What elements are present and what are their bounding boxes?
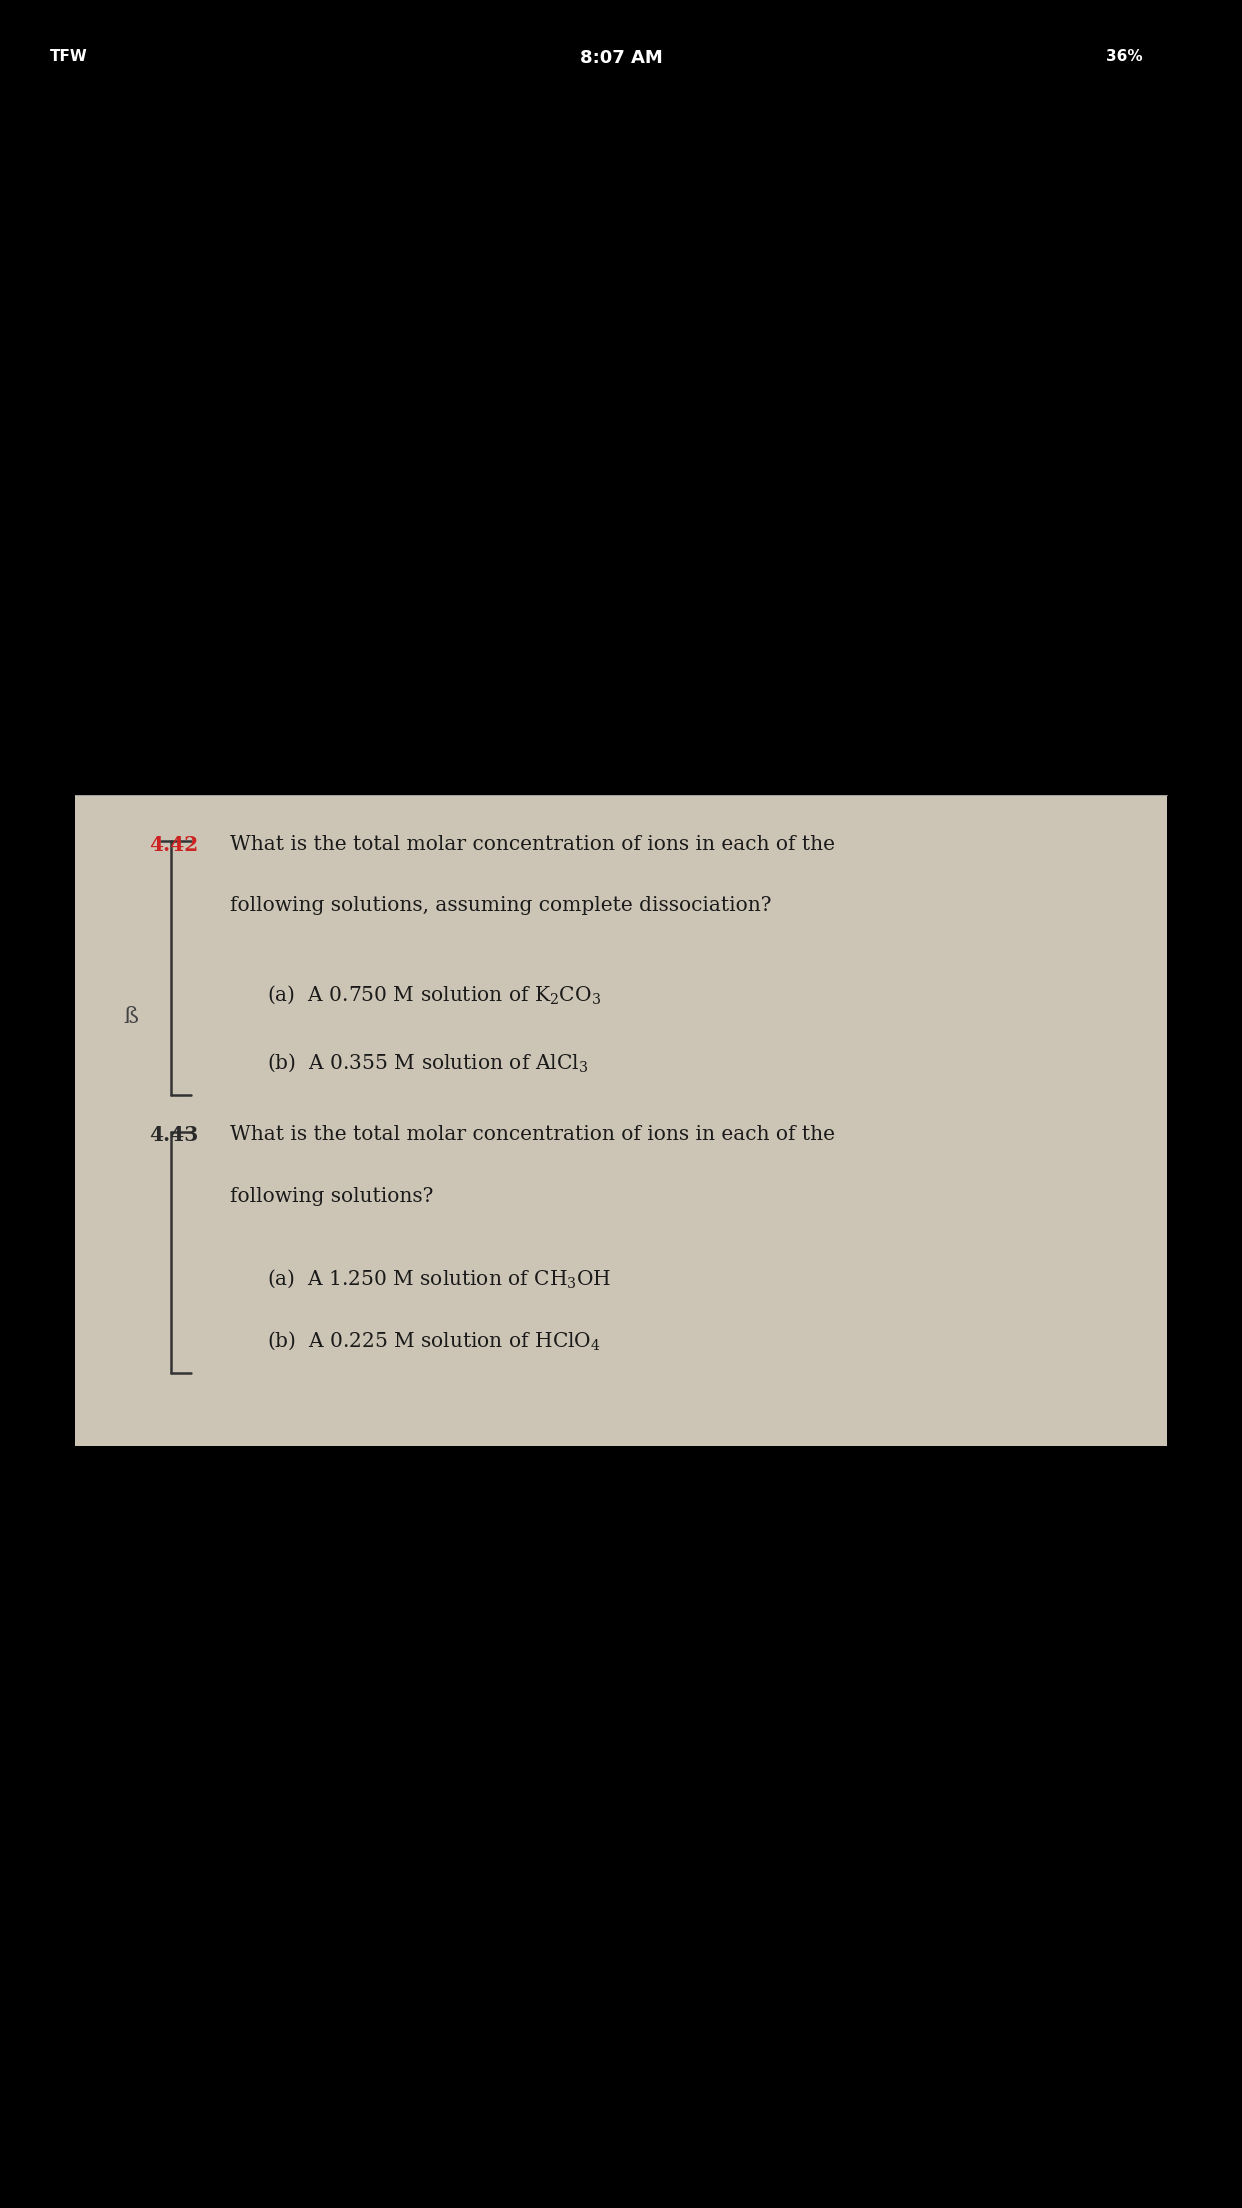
Text: 8:07 AM: 8:07 AM — [580, 49, 662, 66]
Text: $\mathregular{(a)\ \ A\ 1.250\ M\ solution\ of\ CH_3OH}$: $\mathregular{(a)\ \ A\ 1.250\ M\ soluti… — [267, 1267, 611, 1289]
Text: 4.42: 4.42 — [149, 835, 199, 854]
FancyBboxPatch shape — [75, 795, 1167, 1446]
Text: TFW: TFW — [50, 49, 87, 64]
Text: ß: ß — [123, 1007, 138, 1029]
Text: following solutions, assuming complete dissociation?: following solutions, assuming complete d… — [230, 896, 771, 916]
Text: 4.43: 4.43 — [149, 1126, 199, 1146]
Text: What is the total molar concentration of ions in each of the: What is the total molar concentration of… — [230, 1126, 835, 1144]
Text: following solutions?: following solutions? — [230, 1188, 433, 1206]
Text: 36%: 36% — [1107, 49, 1143, 64]
Text: What is the total molar concentration of ions in each of the: What is the total molar concentration of… — [230, 835, 835, 854]
Text: $\mathregular{(a)\ \ A\ 0.750\ M\ solution\ of\ K_2CO_3}$: $\mathregular{(a)\ \ A\ 0.750\ M\ soluti… — [267, 983, 601, 1005]
Text: $\mathregular{(b)\ \ A\ 0.225\ M\ solution\ of\ HClO_4}$: $\mathregular{(b)\ \ A\ 0.225\ M\ soluti… — [267, 1329, 601, 1351]
Text: $\mathregular{(b)\ \ A\ 0.355\ M\ solution\ of\ AlCl_3}$: $\mathregular{(b)\ \ A\ 0.355\ M\ soluti… — [267, 1051, 589, 1073]
